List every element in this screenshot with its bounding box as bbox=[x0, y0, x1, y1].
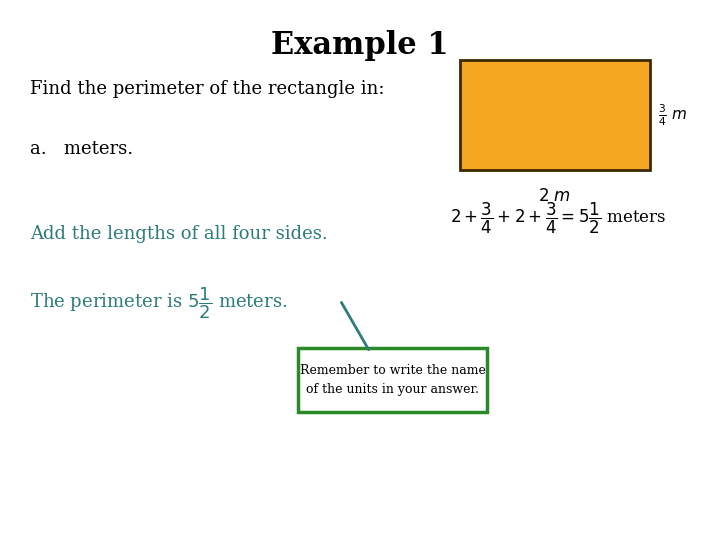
Text: Add the lengths of all four sides.: Add the lengths of all four sides. bbox=[30, 225, 328, 243]
Bar bbox=[460, 60, 650, 170]
Text: a.   meters.: a. meters. bbox=[30, 140, 133, 158]
Text: Example 1: Example 1 bbox=[271, 30, 449, 61]
Text: The perimeter is $5\dfrac{1}{2}$ meters.: The perimeter is $5\dfrac{1}{2}$ meters. bbox=[30, 285, 287, 321]
Text: Find the perimeter of the rectangle in:: Find the perimeter of the rectangle in: bbox=[30, 80, 384, 98]
Text: $2\ m$: $2\ m$ bbox=[539, 188, 572, 205]
Text: Remember to write the name: Remember to write the name bbox=[300, 363, 485, 376]
Text: of the units in your answer.: of the units in your answer. bbox=[306, 383, 479, 396]
Text: $2+\dfrac{3}{4}+2+\dfrac{3}{4}=5\dfrac{1}{2}$ meters: $2+\dfrac{3}{4}+2+\dfrac{3}{4}=5\dfrac{1… bbox=[450, 200, 666, 235]
FancyBboxPatch shape bbox=[298, 348, 487, 412]
Text: $\frac{3}{4}$ $m$: $\frac{3}{4}$ $m$ bbox=[658, 102, 688, 128]
